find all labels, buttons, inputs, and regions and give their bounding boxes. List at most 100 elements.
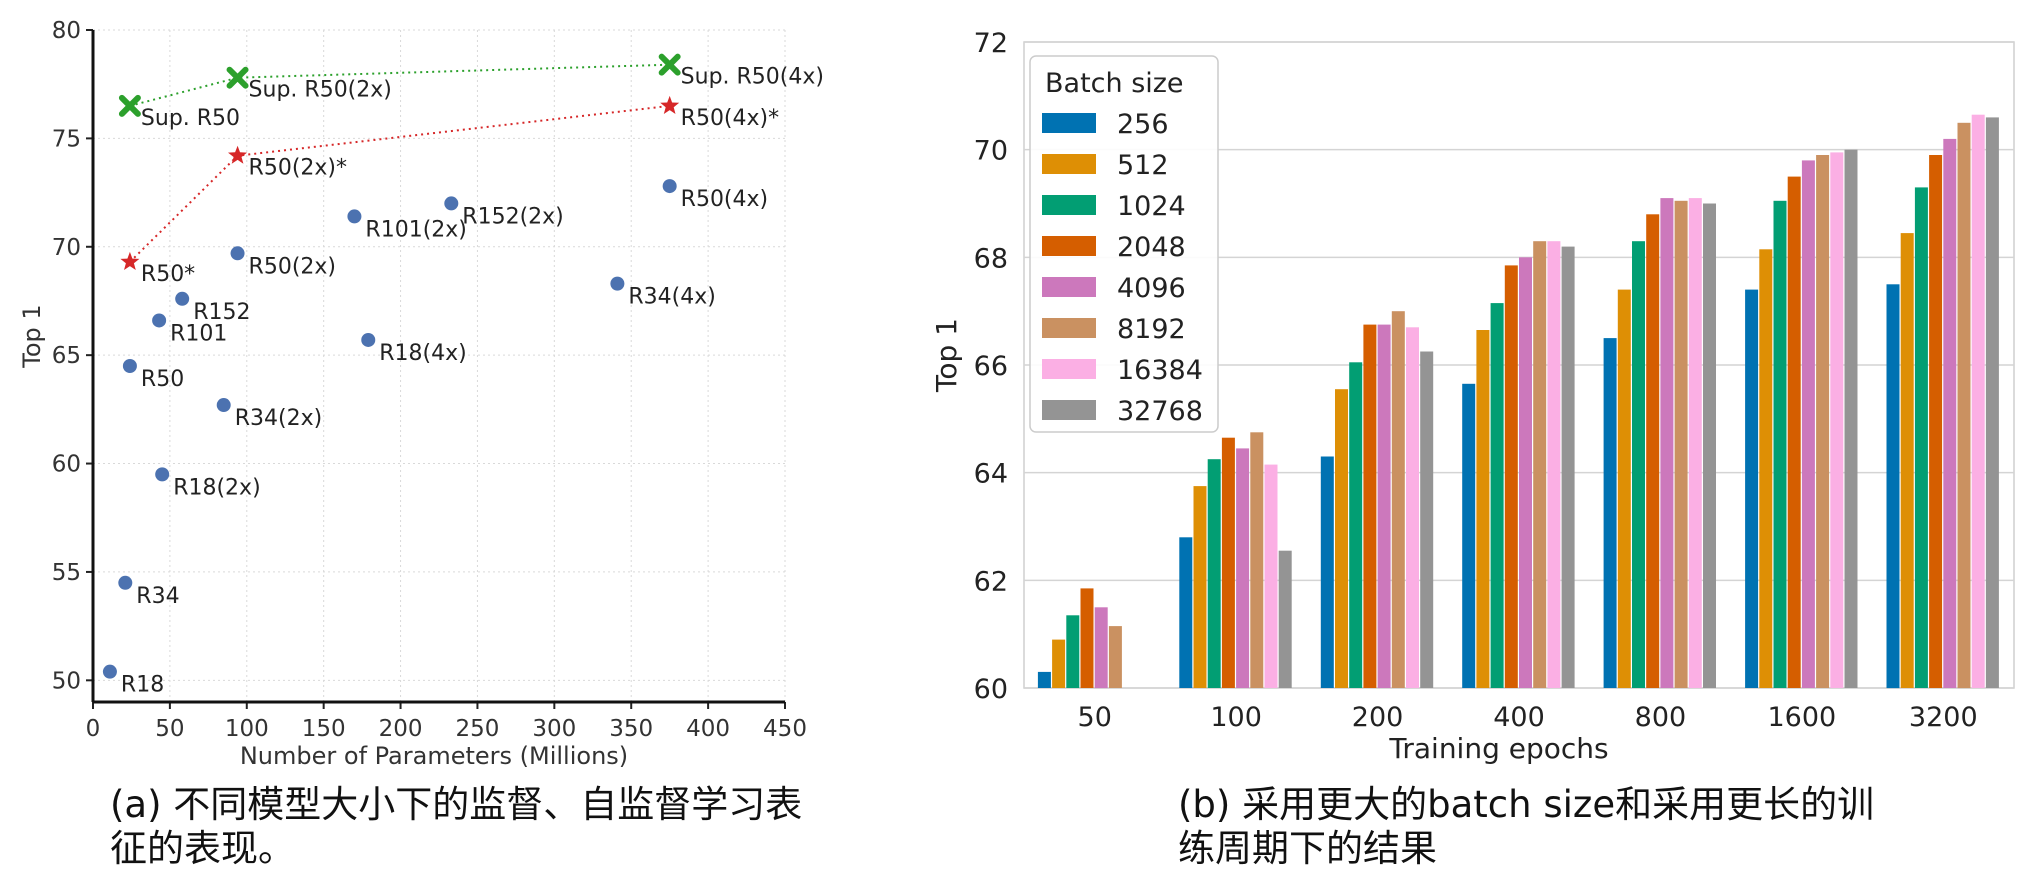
bar-4096-200 (1377, 324, 1391, 688)
legend-swatch-8192 (1042, 318, 1096, 338)
y-tick-label: 66 (974, 351, 1008, 382)
point-label: R50(4x)* (681, 106, 779, 131)
x-tick-label: 400 (686, 716, 730, 742)
bar-chart-epochs-vs-top1: 60 62 64 66 68 70 72 50 100 200 400 800 1600 3200 Trai… (930, 28, 2015, 765)
point-label: Sup. R50 (141, 106, 240, 131)
bar-8192-200 (1391, 311, 1405, 688)
data-point-r18(4x) (361, 332, 376, 347)
y-tick-label: 65 (52, 343, 81, 369)
bar-4096-3200 (1943, 138, 1957, 688)
data-point-r152(2x) (444, 196, 459, 211)
bar-4096-1600 (1801, 160, 1815, 688)
point-label: R50(2x) (249, 254, 336, 279)
bar-32768-100 (1278, 550, 1292, 688)
x-tick-label: 3200 (1909, 702, 1978, 733)
y-tick-label: 72 (974, 28, 1008, 59)
data-point-r34(4x) (610, 276, 625, 291)
bar-1024-1600 (1773, 200, 1787, 689)
point-label: Sup. R50(2x) (249, 78, 392, 103)
data-point-r101 (152, 313, 167, 328)
bar-1024-100 (1207, 459, 1221, 688)
bar-2048-1600 (1787, 176, 1801, 688)
legend-swatch-32768 (1042, 400, 1096, 420)
y-tick-label: 75 (52, 126, 81, 152)
bar-2048-3200 (1929, 155, 1943, 688)
bar-16384-3200 (1971, 114, 1985, 688)
x-tick-label: 150 (302, 716, 346, 742)
point-label: R50(4x) (681, 187, 768, 212)
x-tick-label: 250 (455, 716, 499, 742)
bar-1024-800 (1632, 241, 1645, 688)
caption-right: (b) 采用更大的batch size和采用更长的训练周期下的结果 (1178, 783, 1875, 870)
data-point-r152 (175, 291, 190, 306)
y-tick-label: 68 (974, 243, 1008, 274)
y-tick-label: 70 (52, 235, 81, 261)
point-label: R18 (121, 673, 164, 698)
bar-256-3200 (1886, 284, 1900, 689)
bar-1024-50 (1066, 615, 1080, 688)
point-label: R152 (193, 300, 250, 325)
x-tick-label: 350 (609, 716, 653, 742)
legend-swatch-2048 (1042, 236, 1096, 256)
bar-8192-800 (1674, 200, 1688, 689)
data-point-r50 (122, 359, 137, 373)
bar-256-800 (1603, 338, 1617, 688)
figure-canvas: 0 50 100 150 200 250 300 350 400 4505055606570758… (18, 18, 2015, 770)
y-tick-label: 60 (52, 452, 81, 478)
bar-8192-3200 (1957, 122, 1971, 689)
x-tick-label: 100 (1210, 702, 1262, 733)
x-tick-label: 100 (225, 716, 269, 742)
x-tick-label: 50 (155, 716, 184, 742)
bar-1024-3200 (1914, 187, 1928, 688)
data-point-r34(2x) (216, 398, 231, 413)
bar-2048-400 (1504, 265, 1518, 688)
legend-swatch-16384 (1042, 359, 1096, 379)
bar-256-1600 (1745, 289, 1759, 688)
x-tick-label: 50 (1078, 702, 1112, 733)
x-tick-label: 300 (532, 716, 576, 742)
x-tick-label: 200 (1352, 702, 1404, 733)
bar-16384-100 (1264, 464, 1278, 688)
data-point-r50(4x) (662, 179, 677, 194)
bar-2048-200 (1363, 324, 1377, 688)
bar-512-100 (1193, 486, 1207, 688)
bar-2048-100 (1221, 437, 1235, 688)
bar-16384-1600 (1830, 152, 1844, 688)
legend-label-256: 256 (1117, 109, 1169, 140)
x-tick-label: 200 (379, 716, 423, 742)
legend-label-32768: 32768 (1117, 396, 1203, 427)
point-label: R101(2x) (365, 217, 466, 242)
data-point-r34 (118, 575, 133, 590)
point-label: R34(4x) (628, 285, 715, 310)
x-tick-label: 450 (763, 716, 807, 742)
x-marker (118, 94, 141, 117)
bar-256-200 (1320, 456, 1334, 688)
legend-label-8192: 8192 (1117, 314, 1186, 345)
legend-swatch-1024 (1042, 195, 1096, 215)
y-tick-label: 55 (52, 560, 81, 586)
x-axis-title: Number of Parameters (Millions) (240, 742, 628, 770)
legend-label-4096: 4096 (1117, 273, 1186, 304)
y-tick-label: 50 (52, 668, 81, 694)
star-marker (228, 145, 248, 164)
bar-512-800 (1617, 289, 1631, 688)
bar-2048-800 (1646, 214, 1660, 689)
bar-32768-400 (1561, 246, 1575, 688)
x-marker (658, 53, 681, 76)
bar-32768-3200 (1985, 117, 1999, 688)
bar-2048-50 (1080, 588, 1094, 688)
point-label: R152(2x) (462, 204, 563, 229)
bar-512-400 (1476, 330, 1490, 688)
point-label: R50 (141, 367, 184, 392)
bar-256-50 (1037, 671, 1051, 688)
point-label: R34(2x) (235, 406, 322, 431)
bar-4096-100 (1236, 448, 1250, 688)
x-tick-label: 1600 (1767, 702, 1836, 733)
y-tick-label: 70 (974, 136, 1008, 167)
bar-8192-50 (1108, 626, 1122, 688)
scatter-chart-params-vs-top1: 0 50 100 150 200 250 300 350 400 4505055606570758… (18, 18, 824, 770)
y-axis-title: Top 1 (18, 304, 46, 368)
bar-256-100 (1179, 537, 1193, 688)
bar-8192-100 (1250, 432, 1264, 688)
y-tick-label: 60 (974, 674, 1008, 705)
